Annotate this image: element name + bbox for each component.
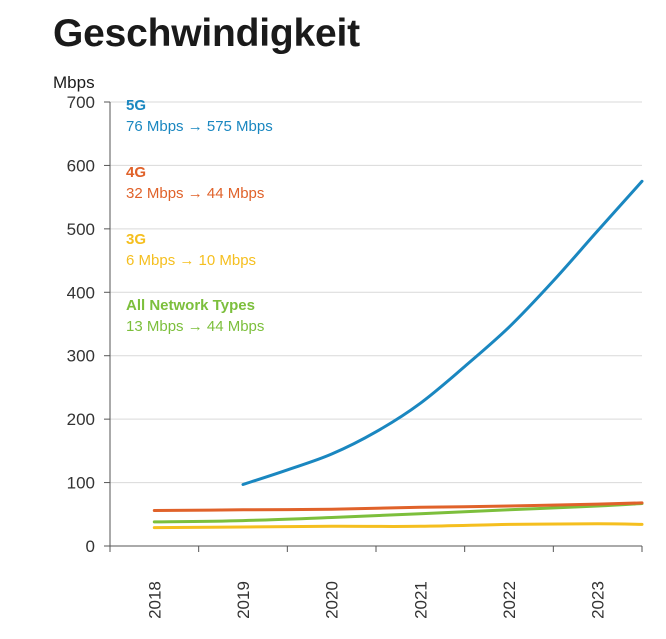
y-tick-label: 0 (86, 537, 95, 556)
y-tick-label: 400 (67, 283, 95, 302)
y-axis-label: Mbps (53, 73, 95, 92)
y-tick-label: 200 (67, 410, 95, 429)
legend-name-5g: 5G (126, 97, 146, 114)
axes (104, 101, 642, 547)
legend-name-3g: 3G (126, 231, 146, 248)
y-tick-label: 600 (67, 156, 95, 175)
legend-range-all-network-types: 13 Mbps → 44 Mbps (126, 318, 264, 335)
x-tick-label: 2020 (323, 581, 342, 619)
series-line-4g (152, 501, 644, 512)
gridlines (110, 101, 642, 484)
y-tick-label: 100 (67, 474, 95, 493)
y-axis-ticks: 0 100 200 300 400 500 600 700 (67, 93, 95, 556)
legend-name-4g: 4G (126, 164, 146, 181)
y-tick-label: 300 (67, 347, 95, 366)
series-line-3g (152, 522, 644, 530)
x-tick-label: 2019 (234, 581, 253, 619)
legend-range-3g: 6 Mbps → 10 Mbps (126, 252, 256, 269)
x-axis-ticks: 2018 2019 2020 2021 2022 2023 (109, 546, 643, 619)
x-tick-label: 2023 (589, 581, 608, 619)
legend-name-all-network-types: All Network Types (126, 297, 255, 314)
series-lines (152, 179, 644, 530)
x-tick-label: 2021 (411, 581, 430, 619)
series-line-all-network-types (152, 502, 644, 524)
page-title: Geschwindigkeit (53, 12, 360, 55)
y-tick-label: 700 (67, 93, 95, 112)
x-tick-label: 2022 (500, 581, 519, 619)
y-tick-label: 500 (67, 220, 95, 239)
series-annotations: 5G 76 Mbps → 575 Mbps 4G 32 Mbps → 44 Mbps 3… (126, 97, 273, 335)
series-line-5g (241, 179, 644, 486)
legend-range-4g: 32 Mbps → 44 Mbps (126, 185, 264, 202)
legend-range-5g: 76 Mbps → 575 Mbps (126, 118, 273, 135)
x-tick-label: 2018 (145, 581, 164, 619)
